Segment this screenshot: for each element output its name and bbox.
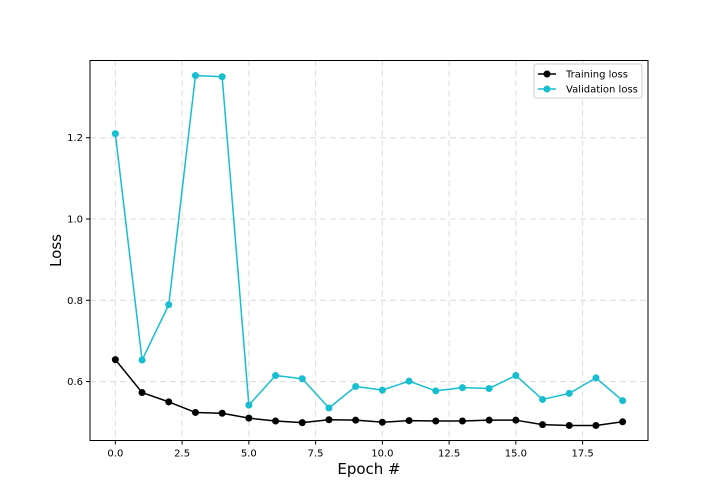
validation-loss-point <box>432 387 440 395</box>
validation-loss-point <box>191 72 199 80</box>
training-loss-point <box>165 398 173 406</box>
x-axis-title: Epoch # <box>337 460 400 478</box>
training-loss-point <box>352 416 360 424</box>
y-tick-label: 0.8 <box>67 296 83 307</box>
validation-loss-point <box>378 386 386 394</box>
training-loss-point <box>378 418 386 426</box>
training-loss-point <box>298 419 306 427</box>
training-loss-point <box>272 417 280 425</box>
training-loss-point <box>405 417 413 425</box>
x-tick-label: 2.5 <box>174 449 190 460</box>
y-tick-label: 1.0 <box>67 215 83 226</box>
validation-loss-point <box>539 395 547 403</box>
legend-label-training: Training loss <box>565 70 628 81</box>
legend: Training loss Validation loss <box>533 63 643 99</box>
validation-loss-point <box>458 384 466 392</box>
validation-loss-point <box>405 377 413 385</box>
validation-loss-point <box>592 374 600 382</box>
validation-loss-point <box>165 301 173 309</box>
legend-marker-validation <box>543 85 551 93</box>
training-loss-point <box>592 421 600 429</box>
validation-loss-line <box>114 74 624 409</box>
validation-loss-point <box>138 356 146 364</box>
validation-loss-point <box>485 384 493 392</box>
series <box>111 72 627 429</box>
training-loss-point <box>245 414 253 422</box>
training-loss-point <box>458 417 466 425</box>
validation-loss-point <box>565 389 573 397</box>
training-loss-point <box>432 417 440 425</box>
y-tick-label: 1.2 <box>67 133 83 144</box>
training-loss-point <box>138 389 146 397</box>
training-loss-point <box>325 416 333 424</box>
x-tick-label: 0.0 <box>107 449 123 460</box>
validation-loss-point <box>619 397 627 405</box>
validation-loss-point <box>325 404 333 412</box>
training-loss-point <box>485 416 493 424</box>
plot-frame <box>89 60 649 441</box>
grid <box>90 60 648 441</box>
training-loss-line <box>114 359 623 427</box>
legend-label-validation: Validation loss <box>566 85 638 96</box>
training-loss-point <box>111 356 119 364</box>
validation-loss-point <box>272 371 280 379</box>
training-loss-point <box>512 416 520 424</box>
x-tick-label: 10.0 <box>371 449 393 460</box>
validation-loss-point <box>512 371 520 379</box>
validation-loss-point <box>245 401 253 409</box>
training-loss-point <box>218 409 226 417</box>
validation-loss-point <box>111 130 119 138</box>
y-tick-label: 0.6 <box>67 377 83 388</box>
x-tick-label: 5.0 <box>241 449 257 460</box>
x-tick-label: 12.5 <box>438 449 460 460</box>
y-axis-title: Loss <box>47 234 65 267</box>
x-tick-label: 17.5 <box>571 449 593 460</box>
training-loss-point <box>191 408 199 416</box>
validation-loss-point <box>352 382 360 390</box>
legend-marker-training <box>543 70 551 78</box>
validation-loss-point <box>298 375 306 383</box>
axis-ticks: 0.0 2.5 5.0 7.5 10.0 12.5 15.0 17.5 0.6 0.8 1.0 1.2 <box>67 133 594 459</box>
validation-loss-point <box>218 73 226 81</box>
x-tick-label: 7.5 <box>308 449 324 460</box>
training-loss-point <box>539 421 547 429</box>
legend-box <box>533 63 643 99</box>
training-loss-point <box>619 418 627 426</box>
x-tick-label: 15.0 <box>505 449 527 460</box>
training-loss-point <box>565 421 573 429</box>
